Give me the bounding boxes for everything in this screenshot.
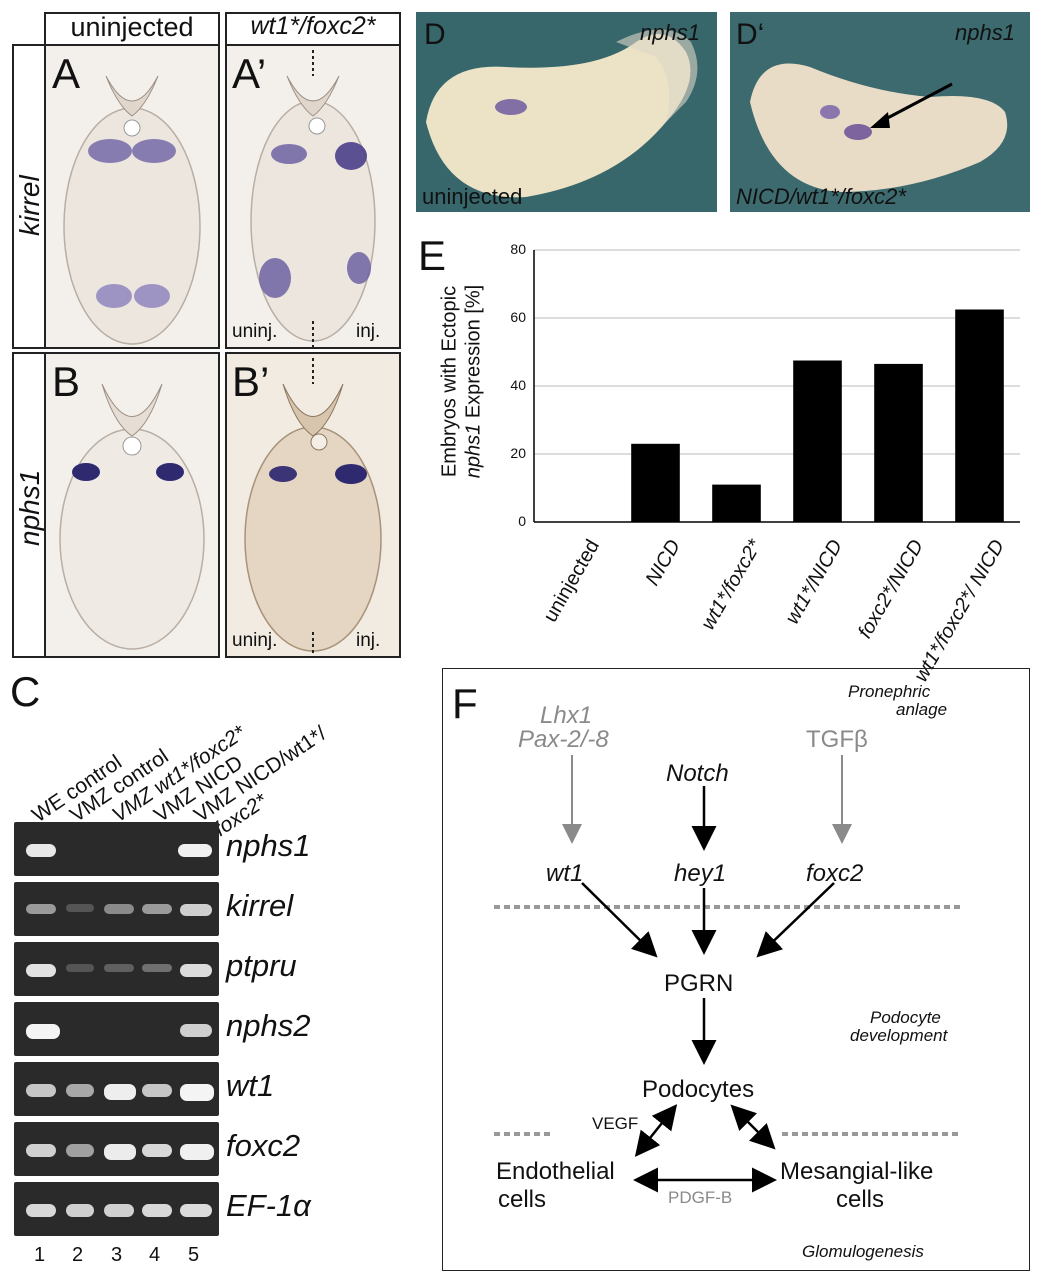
embryo-photo-D <box>416 12 717 212</box>
section-drawing-A-prime <box>250 50 376 347</box>
gel-row-wt1 <box>14 1062 219 1116</box>
section-image-B <box>44 352 220 658</box>
row-box-kirrel <box>12 44 46 349</box>
section-drawing-B <box>59 383 205 650</box>
diagram-cells-1: cells <box>498 1186 547 1213</box>
side-label-inj-B: inj. <box>356 630 381 651</box>
gel-label-wt1: wt1 <box>226 1068 275 1103</box>
gel-row-nphs2 <box>14 1002 219 1056</box>
panel-letter-D: D <box>424 18 446 51</box>
diagram-mesangial: Mesangial-like <box>780 1158 934 1185</box>
arrow-foxc2-pgrn <box>756 882 835 958</box>
section-image-A <box>44 44 220 349</box>
gel-row-ef1a <box>14 1182 219 1236</box>
gel-row-foxc2 <box>14 1122 219 1176</box>
panel-letter-E: E <box>418 232 447 279</box>
gel-row-nphs1 <box>14 822 219 876</box>
chart-ytick-label: 80 <box>510 241 526 257</box>
header-injected-label: wt1*/foxc2* <box>250 12 376 40</box>
lane-number-3: 3 <box>111 1244 123 1266</box>
pathway-arrows <box>494 755 962 1193</box>
diagram-foxc2: foxc2 <box>806 860 864 887</box>
section-drawing-A <box>63 75 201 345</box>
lane-number-4: 4 <box>149 1244 161 1266</box>
gel-label-kirrel: kirrel <box>226 888 294 923</box>
chart-ylabel-line1: Embryos with Ectopic <box>438 285 461 478</box>
panel-letter-A: A <box>52 50 81 97</box>
diagram-pronephric: Pronephric <box>848 682 931 701</box>
panel-letter-C: C <box>10 668 41 715</box>
row-label-kirrel: kirrel <box>14 175 45 236</box>
lane-number-2: 2 <box>72 1244 84 1266</box>
panel-letter-A-prime: A’ <box>232 50 267 97</box>
gel-label-ptpru: ptpru <box>226 948 297 983</box>
header-uninjected-label: uninjected <box>70 12 194 42</box>
embryo-D-prime-label: NICD/wt1*/foxc2* <box>736 184 906 209</box>
gel-row-kirrel <box>14 882 219 936</box>
diagram-podocytes: Podocytes <box>642 1076 755 1103</box>
chart-ytick-label: 40 <box>510 377 526 393</box>
arrow-podocytes-endothelial <box>634 1104 678 1157</box>
embryo-D-prime-gene: nphs1 <box>955 20 1015 45</box>
side-label-inj-A: inj. <box>356 321 381 342</box>
chart-ylabel-gene: nphs1 <box>462 423 485 479</box>
gel-label-nphs1: nphs1 <box>226 828 311 863</box>
chart-bar <box>631 443 680 522</box>
header-injected <box>225 12 401 44</box>
lane-number-5: 5 <box>188 1244 200 1266</box>
diagram-lhx1: Lhx1 <box>540 702 593 729</box>
diagram-cells-2: cells <box>836 1186 885 1213</box>
pathway-diagram <box>442 668 1030 1271</box>
chart-bar <box>874 363 923 522</box>
diagram-pdgfb: PDGF-B <box>668 1188 733 1207</box>
diagram-development: development <box>850 1026 948 1045</box>
panel-letter-F: F <box>452 680 478 727</box>
gel-label-foxc2: foxc2 <box>226 1128 301 1163</box>
embryo-drawing-D <box>426 29 698 198</box>
gel-label-ef1a: EF-1α <box>226 1188 311 1223</box>
diagram-vegf: VEGF <box>592 1114 639 1133</box>
embryo-D-gene: nphs1 <box>640 20 700 45</box>
chart-ylabel-line2: nphs1 Expression [%] <box>463 232 486 532</box>
sections-figure: uninjected wt1*/foxc2* kirrel nphs1 A <box>0 0 405 665</box>
chart-bar <box>793 360 842 522</box>
chart-ytick-label: 20 <box>510 445 526 461</box>
chart-ytick-label: 60 <box>510 309 526 325</box>
diagram-pgrn: PGRN <box>664 970 734 997</box>
diagram-glomulogenesis: Glomulogenesis <box>802 1242 924 1261</box>
chart-ylabel-rest: Expression [%] <box>462 284 485 424</box>
diagram-notch: Notch <box>666 760 729 787</box>
panel-letter-B-prime: B’ <box>232 358 270 405</box>
gel-label-nphs2: nphs2 <box>226 1008 311 1043</box>
chart-bar <box>712 484 761 522</box>
header-uninjected <box>44 12 220 44</box>
panel-letter-D-prime: D‘ <box>736 18 765 51</box>
arrow-wt1-pgrn <box>581 882 658 958</box>
side-label-uninj-B: uninj. <box>232 630 278 651</box>
diagram-endothelial: Endothelial <box>496 1158 615 1185</box>
diagram-hey1: hey1 <box>674 860 727 887</box>
arrow-podocytes-mesangial <box>730 1104 776 1150</box>
chart-ytick-label: 0 <box>518 513 526 529</box>
embryo-drawing-D-prime <box>750 63 1008 193</box>
diagram-pax: Pax-2/-8 <box>518 726 609 753</box>
chart-bar <box>955 309 1004 522</box>
side-label-uninj-A: uninj. <box>232 321 278 342</box>
lane-number-1: 1 <box>34 1244 46 1266</box>
panel-letter-B: B <box>52 358 81 405</box>
row-box-nphs1 <box>12 352 46 658</box>
section-image-B-prime <box>225 352 401 658</box>
gel-row-ptpru <box>14 942 219 996</box>
section-drawing-B-prime <box>244 358 382 656</box>
row-label-nphs1: nphs1 <box>14 469 45 546</box>
diagram-wt1: wt1 <box>546 860 584 887</box>
bar-chart <box>533 249 1020 523</box>
diagram-tgfb: TGFβ <box>806 726 868 753</box>
diagram-podocyte: Podocyte <box>870 1008 941 1027</box>
section-image-A-prime <box>225 44 401 349</box>
diagram-anlage: anlage <box>896 700 948 719</box>
embryo-photo-D-prime <box>730 12 1030 212</box>
embryo-D-label: uninjected <box>422 184 523 209</box>
